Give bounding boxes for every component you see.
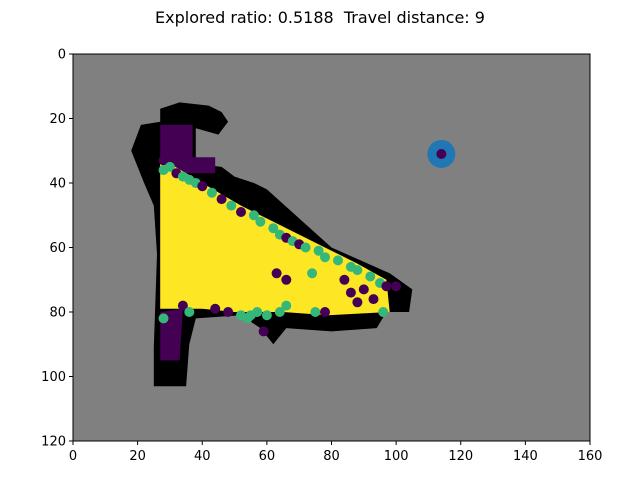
frontier-point [164,161,175,172]
frontier-point [333,255,343,266]
x-tick-label: 140 [513,449,538,464]
x-tick-label: 120 [448,449,473,464]
x-tick-label: 40 [194,449,211,464]
y-tick-label: 120 [41,435,66,450]
y-axis-ticks: 0 20 40 60 80 100 120 [41,48,73,450]
frontier-point [168,310,179,321]
frontier-point [310,307,321,317]
frontier-point [300,242,311,253]
frontier-point [365,271,376,282]
x-tick-label: 60 [259,449,276,464]
robot-marker [427,139,456,168]
frontier-point [158,313,169,324]
frontier-point [248,210,259,221]
x-tick-label: 20 [129,449,146,464]
frontier-point [245,310,256,321]
frontier-point [313,245,324,256]
y-tick-label: 0 [58,48,66,63]
frontier-point [197,181,208,192]
frontier-point [177,300,188,311]
y-tick-label: 100 [41,370,66,385]
robot-center-dot [436,148,447,159]
frontier-point [261,310,272,321]
frontier-point [320,307,330,317]
frontier-point [206,187,217,198]
unexplored-region [160,124,216,174]
x-axis-ticks: 0 20 40 60 80 100 120 140 160 [69,441,603,464]
frontier-point [381,281,392,292]
y-tick-label: 40 [49,177,66,192]
frontier-point [358,284,369,295]
frontier-point [210,303,221,314]
x-tick-label: 100 [384,449,409,464]
frontier-point [307,268,318,279]
frontier-point [352,297,363,308]
frontier-point [352,265,363,276]
y-tick-label: 80 [49,306,66,321]
page-title: Explored ratio: 0.5188 Travel distance: … [155,8,485,27]
frontier-point [223,307,234,317]
y-tick-label: 20 [49,112,66,127]
frontier-point [281,300,292,311]
frontier-point [274,307,285,317]
frontier-point [255,216,266,227]
frontier-point [339,274,350,285]
frontier-point [184,307,195,317]
x-tick-label: 0 [69,449,77,464]
y-tick-label: 60 [49,241,66,256]
x-tick-label: 80 [323,449,340,464]
frontier-point [378,307,389,317]
frontier-point [226,200,237,211]
frontier-point [320,252,330,263]
frontier-point [258,326,269,337]
frontier-point [345,287,356,298]
frontier-point [158,155,169,166]
x-tick-label: 160 [578,449,603,464]
frontier-point [368,294,379,305]
frontier-points-layer [158,155,402,337]
frontier-point [271,268,282,279]
frontier-point [281,274,292,285]
frontier-point [236,207,246,217]
frontier-point [391,281,402,292]
frontier-point [216,194,227,205]
frontier-point [268,223,279,234]
